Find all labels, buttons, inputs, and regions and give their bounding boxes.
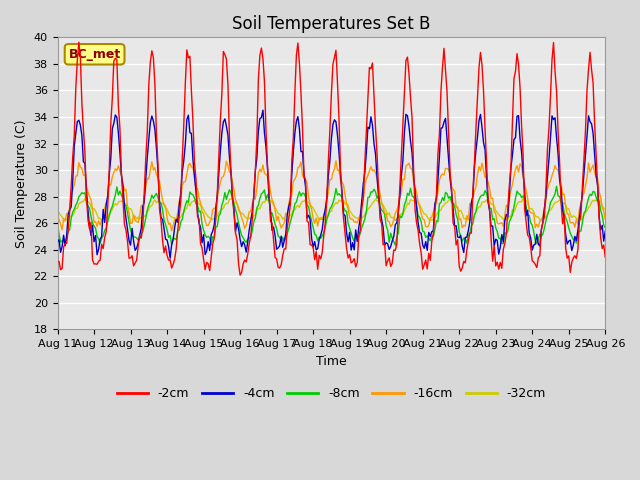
X-axis label: Time: Time: [316, 355, 347, 368]
Legend: -2cm, -4cm, -8cm, -16cm, -32cm: -2cm, -4cm, -8cm, -16cm, -32cm: [111, 382, 551, 405]
Title: Soil Temperatures Set B: Soil Temperatures Set B: [232, 15, 431, 33]
Text: BC_met: BC_met: [68, 48, 121, 61]
Y-axis label: Soil Temperature (C): Soil Temperature (C): [15, 119, 28, 248]
